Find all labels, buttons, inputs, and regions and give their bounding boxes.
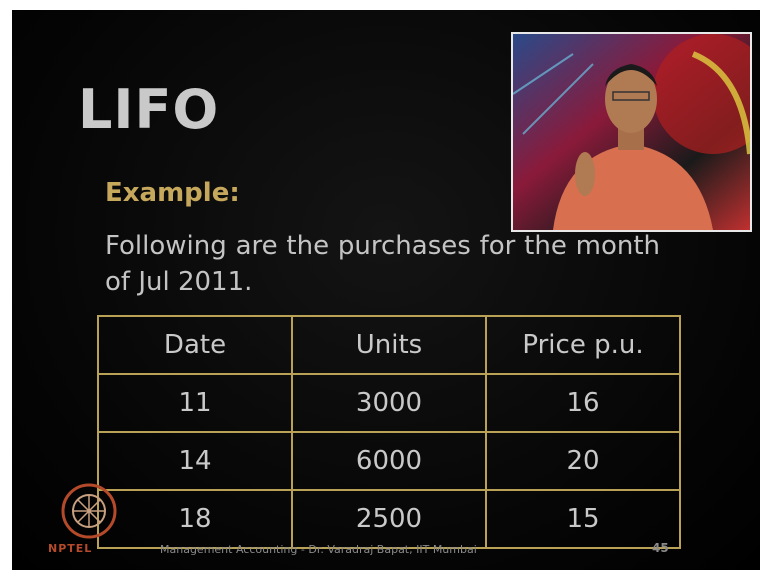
nptel-logo-text: NPTEL (48, 542, 92, 555)
video-inset (511, 32, 752, 232)
table-cell: 18 (98, 490, 292, 548)
table-cell: 15 (486, 490, 680, 548)
paragraph: Following are the purchases for the mont… (105, 228, 660, 300)
column-header: Price p.u. (486, 316, 680, 374)
nptel-emblem (60, 480, 118, 542)
table-cell: 2500 (292, 490, 486, 548)
slide-title: LIFO (78, 78, 219, 141)
table-cell: 14 (98, 432, 292, 490)
table-cell: 3000 (292, 374, 486, 432)
page-number: 45 (652, 541, 669, 555)
column-header: Date (98, 316, 292, 374)
column-header: Units (292, 316, 486, 374)
table-cell: 20 (486, 432, 680, 490)
footer-course: Management Accounting - Dr. Varadraj Bap… (160, 543, 477, 556)
heading: Example: (105, 178, 240, 208)
page: LIFO Example: Following are the purchase… (0, 0, 770, 581)
table-cell: 11 (98, 374, 292, 432)
table-cell: 6000 (292, 432, 486, 490)
table-cell: 16 (486, 374, 680, 432)
slide: LIFO Example: Following are the purchase… (12, 10, 760, 570)
